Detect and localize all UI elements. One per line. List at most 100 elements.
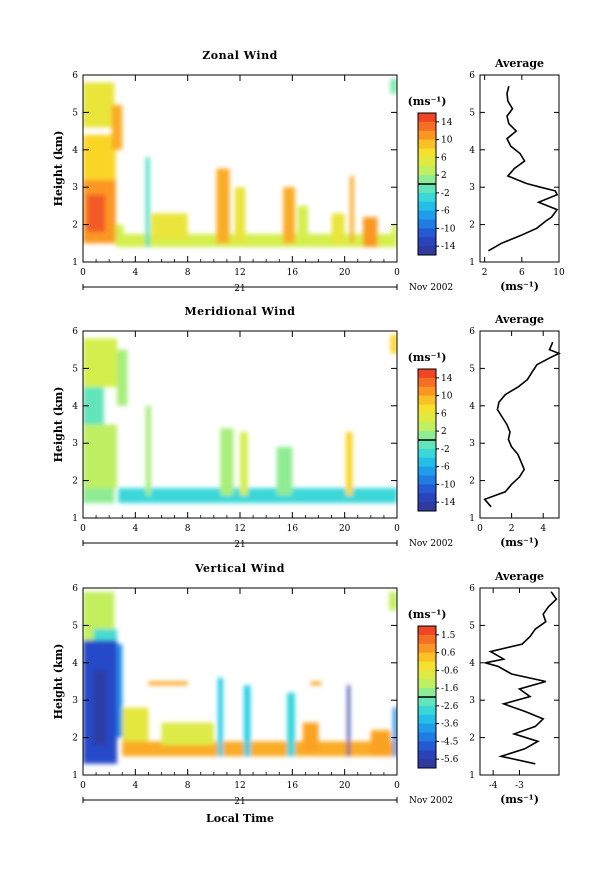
x-tick-label: 16 [287,268,299,278]
day-label: 21 [234,284,245,294]
y-tick-label: 5 [72,364,78,374]
profile-y-tick-label: 5 [469,108,475,118]
profile-x-tick-label: -4 [489,781,498,791]
x-tick-label: 20 [339,268,351,278]
y-tick-label: 2 [72,734,78,744]
y-tick-label: 6 [72,327,78,337]
x-tick-label: 0 [80,524,86,534]
colorbar-segment [418,679,436,689]
colorbar-segment [418,246,436,256]
colorbar-segment [418,377,436,388]
heatmap-cell [370,730,391,757]
colorbar-tick-label: 14 [441,118,453,128]
heatmap-cell [118,488,397,504]
profile-y-tick-label: 3 [469,439,475,449]
colorbar-unit: (ms⁻¹) [408,608,447,621]
profile-x-tick-label: 4 [540,524,546,534]
profile-y-tick-label: 4 [469,146,475,156]
profile-y-tick-label: 6 [469,584,475,594]
profile-y-tick-label: 6 [469,327,475,337]
colorbar-tick-label: 0.6 [441,649,456,659]
heatmap-cell [391,224,397,248]
profile-x-unit: (ms⁻¹) [500,536,539,549]
profile-line [485,591,558,765]
colorbar-segment [418,121,436,132]
colorbar-segment [418,175,436,185]
colorbar-segment [418,369,436,379]
heatmap-cell [83,134,116,180]
colorbar-segment [418,759,436,769]
x-tick-label: 16 [287,781,299,791]
heatmap-cell [389,591,397,611]
colorbar-segment [418,502,436,512]
heatmap-cell [362,217,378,248]
y-tick-label: 2 [72,221,78,231]
colorbar: 1.5 0.6 -0.6 -1.6 -2.6 -3.6 -4.5 -5.6 [417,625,459,769]
x-tick-label: 8 [185,524,191,534]
y-tick-label: 5 [72,108,78,118]
heatmap-cell [83,338,118,388]
colorbar-tick-label: 2 [441,171,447,181]
colorbar-tick-label: 10 [441,392,453,402]
heatmap-cell [145,405,152,496]
colorbar-tick-label: -14 [441,498,456,508]
x-tick-label: 0 [394,524,400,534]
x-tick-label: 16 [287,524,299,534]
colorbar-tick-label: -2 [441,445,450,455]
profile-x-unit: (ms⁻¹) [500,280,539,293]
colorbar-segment [418,626,436,636]
heatmap-cell [86,194,106,233]
x-axis-label: Local Time [206,812,274,825]
profile-y-tick-label: 3 [469,183,475,193]
colorbar-tick-label: -10 [441,224,456,234]
x-tick-label: 0 [80,781,86,791]
x-tick-label: 0 [80,268,86,278]
colorbar-segment [418,457,436,468]
heatmap-cell [83,387,104,425]
y-tick-label: 1 [72,771,78,781]
y-tick-label: 3 [72,696,78,706]
heatmap-cell [161,722,214,746]
colorbar-segment [418,750,436,760]
profile-y-tick-label: 1 [469,514,475,524]
heatmap-cell [345,431,353,496]
y-tick-label: 3 [72,183,78,193]
y-tick-label: 3 [72,439,78,449]
colorbar-segment [418,237,436,247]
heatmap-cell [287,692,295,757]
heatmap-cell [283,187,295,244]
colorbar-segment [418,148,436,158]
colorbar-segment [418,714,436,725]
heatmap [83,591,397,764]
x-tick-label: 8 [185,781,191,791]
heatmap-cell [302,722,319,753]
date-label: Nov 2002 [409,283,453,293]
profile-x-tick-label: -3 [515,781,524,791]
x-tick-label: 0 [394,781,400,791]
colorbar-segment [418,440,436,450]
day-label: 21 [234,540,245,550]
heatmap-cell [347,685,350,757]
colorbar-tick-label: -3.6 [441,720,459,730]
heatmap-cell [115,224,124,248]
heatmap-cell [243,685,251,757]
colorbar-segment [418,723,436,733]
colorbar-segment [418,484,436,494]
heatmap-cell [83,424,118,489]
colorbar-tick-label: -4.5 [441,737,459,747]
colorbar-segment [418,184,436,194]
colorbar-tick-label: -2.6 [441,702,459,712]
panel-title: Zonal Wind [202,49,278,62]
heatmap-cell [234,187,246,244]
colorbar-segment [418,688,436,698]
colorbar-segment [418,422,436,432]
profile-y-tick-label: 2 [469,734,475,744]
profile-y-tick-label: 3 [469,696,475,706]
profile-title: Average [494,313,544,326]
heatmap [83,334,397,504]
colorbar-tick-label: -5.6 [441,755,459,765]
date-label: Nov 2002 [409,539,453,549]
colorbar-segment [418,475,436,485]
colorbar-unit: (ms⁻¹) [408,95,447,108]
